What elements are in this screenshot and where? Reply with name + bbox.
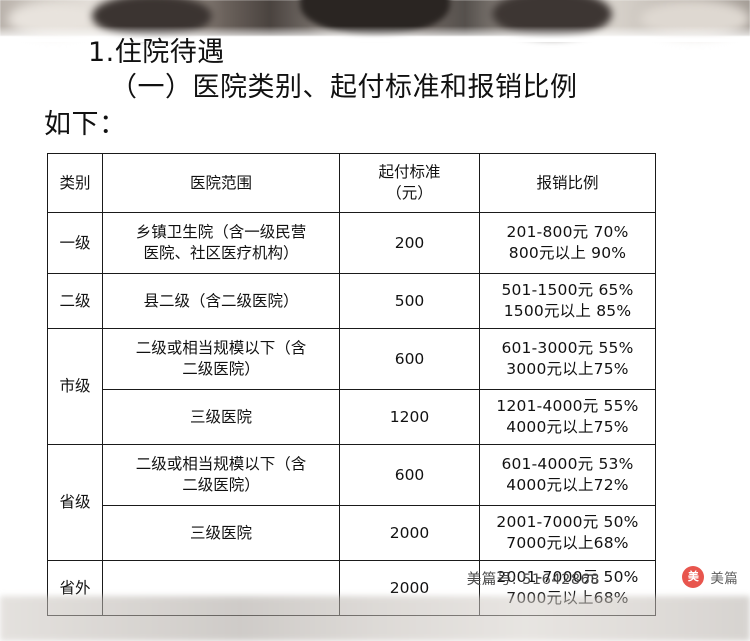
cell-scope: 县二级（含二级医院） — [102, 273, 340, 329]
cell-threshold: 2000 — [339, 505, 480, 561]
watermark-label: 美篇 — [710, 571, 738, 587]
meipian-logo-icon: 美 — [682, 566, 705, 588]
cell-category: 二级 — [47, 273, 103, 329]
header-ratio: 报销比例 — [479, 153, 656, 213]
table-row: 一级 乡镇卫生院（含一级民营 医院、社区医疗机构） 200 201-800元 7… — [47, 212, 656, 274]
cell-threshold: 200 — [339, 212, 480, 274]
watermark: 美 美篇 — [682, 566, 738, 588]
cell-ratio: 1201-4000元 55% 4000元以上75% — [479, 389, 656, 445]
cell-threshold: 600 — [339, 328, 480, 390]
table-row: 三级医院 2000 2001-7000元 50% 7000元以上68% — [48, 505, 656, 561]
cell-scope: 乡镇卫生院（含一级民营 医院、社区医疗机构） — [102, 212, 340, 274]
cell-category: 省级 — [47, 444, 103, 561]
footer-id-text: 美篇号: 51642868 — [466, 572, 600, 588]
cell-threshold: 600 — [339, 444, 480, 506]
fee-table-container: 类别 医院范围 起付标准 （元） 报销比例 一级 乡镇卫生院（含一级民营 医院、… — [47, 153, 656, 616]
table-header-row: 类别 医院范围 起付标准 （元） 报销比例 — [47, 153, 656, 213]
cell-threshold: 1200 — [339, 389, 480, 445]
header-threshold: 起付标准 （元） — [339, 153, 480, 213]
cell-threshold: 500 — [339, 273, 480, 329]
table-row: 市级 二级或相当规模以下（含 二级医院） 600 601-3000元 55% 3… — [47, 328, 656, 445]
photo-fade-overlay — [0, 26, 750, 42]
cell-scope: 二级或相当规模以下（含 二级医院） — [102, 444, 340, 506]
heading-line-3: 如下： — [44, 109, 127, 140]
cell-scope: 三级医院 — [102, 505, 340, 561]
cell-ratio: 201-800元 70% 800元以上 90% — [479, 212, 656, 274]
cell-category: 市级 — [47, 328, 103, 445]
cell-ratio: 601-4000元 53% 4000元以上72% — [479, 444, 656, 506]
cell-scope: 二级或相当规模以下（含 二级医院） — [102, 328, 340, 390]
hospital-reimbursement-table: 类别 医院范围 起付标准 （元） 报销比例 一级 乡镇卫生院（含一级民营 医院、… — [47, 153, 656, 616]
cell-scope: 三级医院 — [102, 389, 340, 445]
heading-line-1: 1.住院待遇 — [88, 37, 225, 68]
table-row: 三级医院 1200 1201-4000元 55% 4000元以上75% — [48, 389, 656, 445]
document-headings: 1.住院待遇 （一）医院类别、起付标准和报销比例 如下： — [0, 36, 750, 143]
cell-ratio: 601-3000元 55% 3000元以上75% — [479, 328, 656, 390]
heading-line-2: （一）医院类别、起付标准和报销比例 — [110, 72, 578, 103]
table-row: 二级 县二级（含二级医院） 500 501-1500元 65% 1500元以上 … — [47, 273, 656, 329]
header-category: 类别 — [47, 153, 103, 213]
cell-ratio: 501-1500元 65% 1500元以上 85% — [479, 273, 656, 329]
cell-ratio: 2001-7000元 50% 7000元以上68% — [479, 505, 656, 561]
bottom-photo-blur — [0, 596, 750, 641]
header-scope: 医院范围 — [102, 153, 340, 213]
table-row: 省级 二级或相当规模以下（含 二级医院） 600 601-4000元 53% 4… — [47, 444, 656, 561]
cell-category: 一级 — [47, 212, 103, 274]
